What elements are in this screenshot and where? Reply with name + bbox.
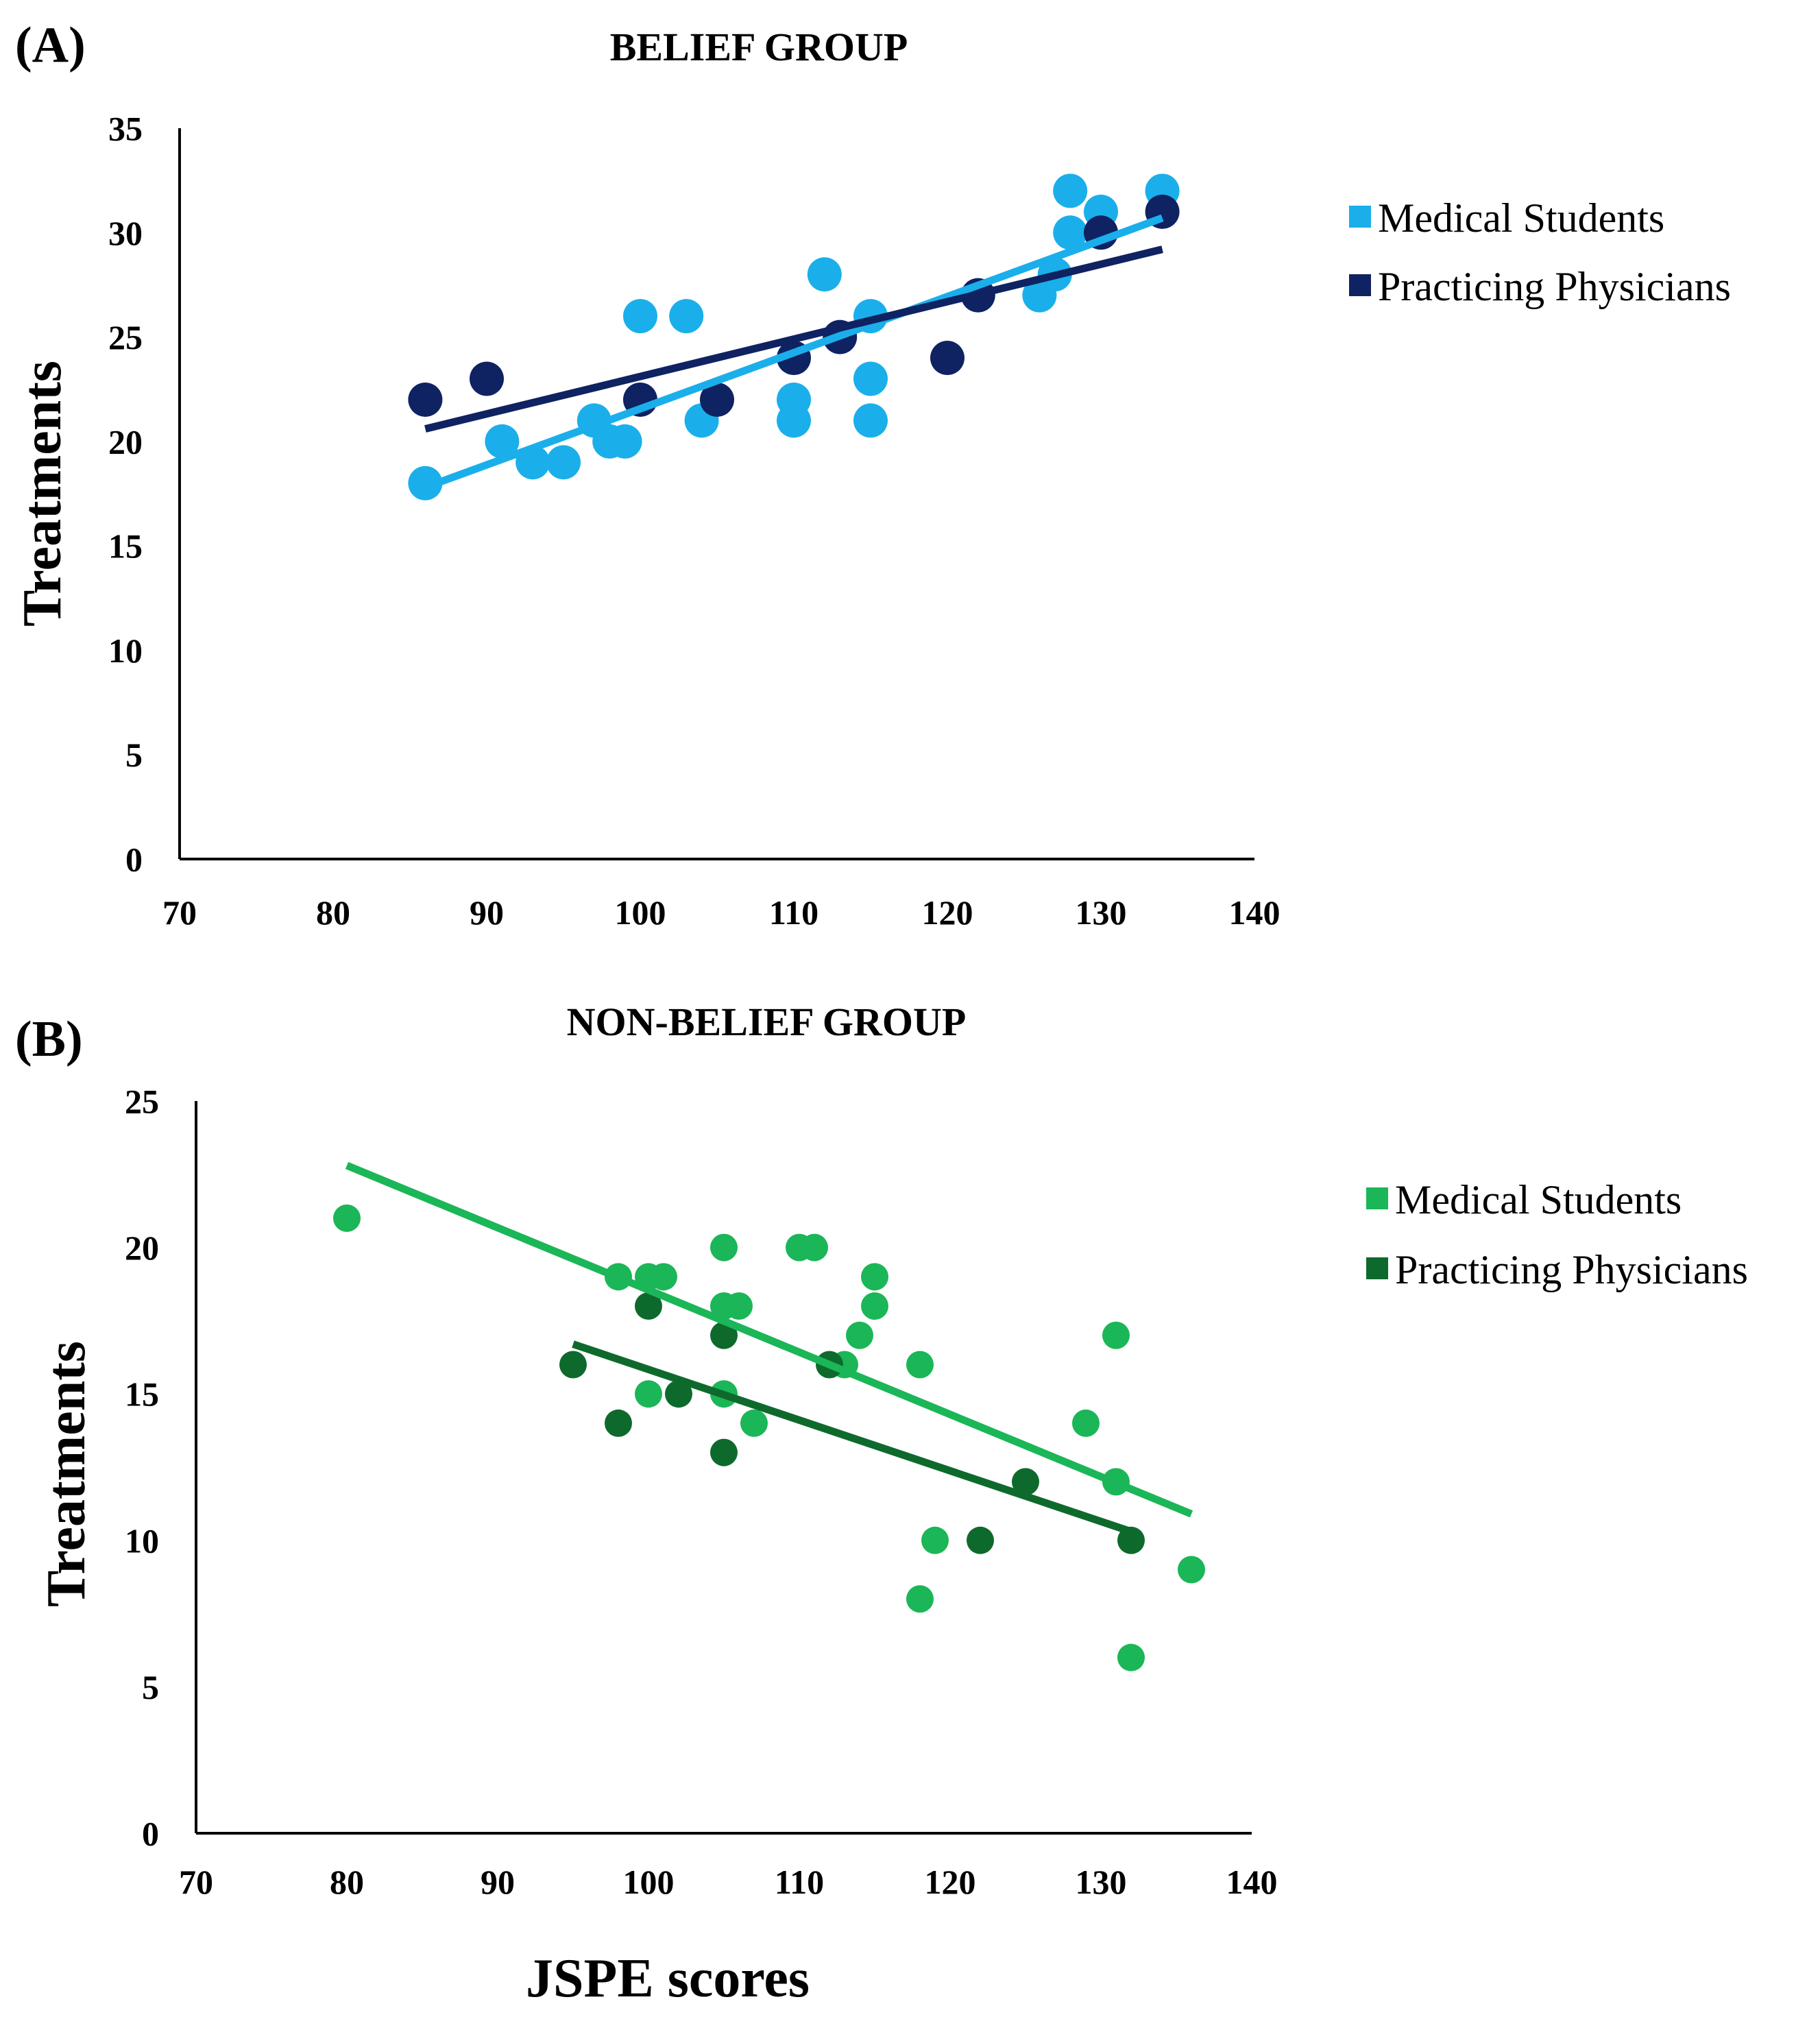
data-point: [967, 1526, 994, 1554]
data-point: [635, 1380, 662, 1408]
legend-label: Practicing Physicians: [1395, 1247, 1748, 1292]
y-tick-label: 5: [125, 736, 143, 774]
x-tick-label: 70: [162, 893, 197, 932]
data-point: [1117, 1526, 1145, 1554]
y-tick-label: 0: [125, 841, 143, 879]
x-tick-label: 110: [775, 1863, 824, 1901]
x-tick-label: 70: [179, 1863, 213, 1901]
series-medical-students: [408, 173, 1180, 500]
data-point: [623, 299, 657, 334]
x-tick-label: 130: [1076, 893, 1127, 932]
data-point: [861, 1292, 888, 1320]
x-tick-label: 100: [623, 1863, 675, 1901]
data-point: [1053, 173, 1088, 208]
legend: Medical Students Practicing Physicians: [1366, 1177, 1748, 1292]
y-tick-label: 25: [125, 1083, 159, 1121]
data-point: [408, 466, 443, 500]
legend-swatch: [1366, 1187, 1388, 1209]
x-axis-label: JSPE scores: [526, 1948, 810, 2009]
data-point: [710, 1233, 738, 1261]
data-point: [1012, 1468, 1039, 1496]
data-point: [1102, 1321, 1130, 1349]
chart-title: BELIEF GROUP: [610, 25, 908, 69]
data-point: [1072, 1409, 1100, 1437]
y-tick-label: 10: [108, 631, 143, 670]
legend-swatch: [1366, 1257, 1388, 1279]
legend-swatch: [1349, 206, 1371, 228]
y-tick-label: 15: [108, 527, 143, 566]
data-point: [853, 403, 888, 438]
data-point: [470, 361, 504, 396]
series-practicing-physicians: [559, 1292, 1145, 1554]
data-point: [853, 361, 888, 396]
y-axis-label: Treatments: [12, 361, 73, 627]
legend-label: Medical Students: [1395, 1177, 1682, 1222]
panel-label: (B): [15, 1011, 83, 1067]
data-point: [1053, 215, 1088, 250]
y-axis-label: Treatments: [36, 1341, 97, 1607]
data-point: [710, 1438, 738, 1466]
data-point: [665, 1380, 692, 1408]
series-medical-students: [333, 1204, 1205, 1671]
x-tick-label: 90: [470, 893, 504, 932]
y-tick-label: 0: [142, 1815, 159, 1853]
x-tick-label: 120: [925, 1863, 976, 1901]
x-tick-label: 120: [922, 893, 973, 932]
data-point: [930, 341, 964, 376]
data-point: [906, 1351, 934, 1379]
y-tick-label: 20: [125, 1229, 159, 1267]
y-tick-label: 30: [108, 214, 143, 252]
x-tick-label: 80: [330, 1863, 364, 1901]
chart-title: NON-BELIEF GROUP: [567, 1000, 967, 1044]
data-point: [725, 1292, 753, 1320]
x-tick-label: 90: [481, 1863, 515, 1901]
data-point: [740, 1409, 768, 1437]
legend-label: Medical Students: [1378, 195, 1664, 241]
data-point: [921, 1526, 949, 1554]
x-tick-label: 130: [1076, 1863, 1127, 1901]
data-point: [408, 382, 443, 417]
data-point: [846, 1321, 873, 1349]
legend: Medical Students Practicing Physicians: [1349, 195, 1731, 309]
data-point: [710, 1321, 738, 1349]
legend-swatch: [1349, 274, 1371, 296]
data-point: [700, 382, 734, 417]
x-tick-label: 100: [615, 893, 666, 932]
data-point: [650, 1263, 677, 1291]
y-tick-label: 35: [108, 110, 143, 148]
y-tick-label: 15: [125, 1375, 159, 1414]
y-tick-label: 5: [142, 1668, 159, 1706]
panel-label: (A): [15, 17, 86, 73]
x-tick-label: 80: [316, 893, 350, 932]
data-point: [607, 424, 642, 459]
y-tick-label: 10: [125, 1521, 159, 1560]
data-point: [777, 403, 811, 438]
data-point: [635, 1292, 662, 1320]
data-point: [801, 1233, 828, 1261]
trendline-practicing-physicians: [424, 245, 1163, 433]
trendline-practicing-physicians: [572, 1340, 1132, 1536]
data-point: [333, 1204, 361, 1232]
data-point: [1117, 1643, 1145, 1671]
data-point: [546, 445, 581, 480]
y-tick-label: 20: [108, 422, 143, 461]
x-tick-label: 140: [1226, 1863, 1278, 1901]
data-point: [669, 299, 704, 334]
y-tick-label: 25: [108, 318, 143, 357]
trendline-medical-students: [424, 214, 1164, 492]
legend-label: Practicing Physicians: [1378, 264, 1731, 309]
x-tick-label: 110: [769, 893, 818, 932]
data-point: [485, 424, 520, 459]
data-point: [1178, 1556, 1205, 1584]
data-point: [906, 1585, 934, 1613]
data-point: [559, 1351, 587, 1379]
chart-panel-a: (A) BELIEF GROUP 70 80 90 100 110 120 130 140 0 5 10…: [12, 17, 1731, 932]
x-tick-label: 140: [1229, 893, 1281, 932]
trendline-medical-students: [345, 1161, 1193, 1518]
data-point: [861, 1263, 888, 1291]
data-point: [807, 257, 842, 292]
data-point: [605, 1409, 632, 1437]
